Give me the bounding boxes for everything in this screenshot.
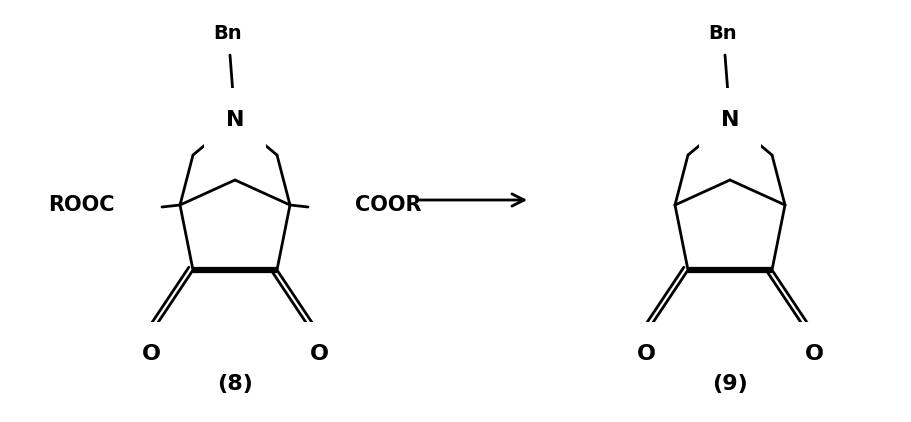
Text: COOR: COOR bbox=[354, 195, 421, 215]
Text: ROOC: ROOC bbox=[48, 195, 115, 215]
Text: Bn: Bn bbox=[213, 24, 242, 43]
Text: N: N bbox=[720, 110, 739, 130]
Text: (8): (8) bbox=[217, 374, 252, 394]
Text: (9): (9) bbox=[711, 374, 747, 394]
Text: O: O bbox=[141, 344, 160, 364]
Text: O: O bbox=[309, 344, 328, 364]
Text: O: O bbox=[804, 344, 823, 364]
Text: Bn: Bn bbox=[708, 24, 736, 43]
Text: N: N bbox=[226, 110, 244, 130]
Text: O: O bbox=[636, 344, 655, 364]
